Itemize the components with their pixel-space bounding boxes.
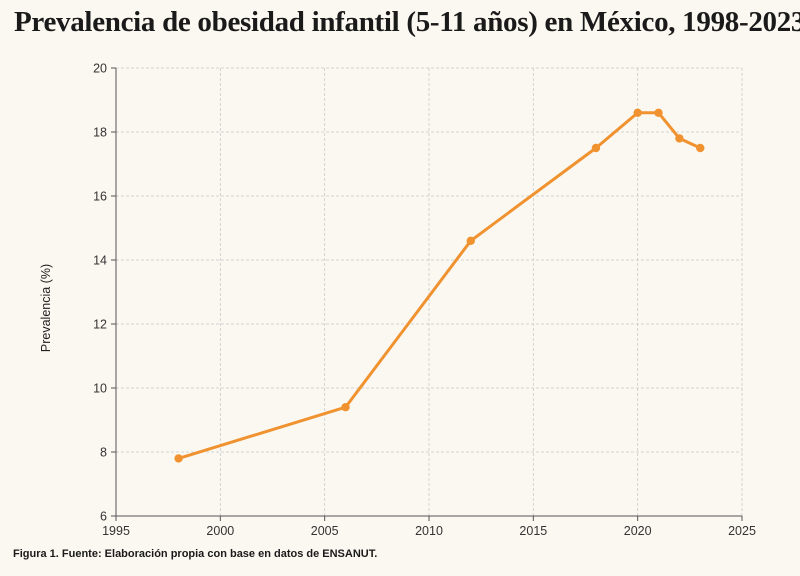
data-point — [654, 108, 663, 117]
y-tick-label: 8 — [100, 446, 107, 460]
y-tick-label: 10 — [93, 382, 107, 396]
chart-title: Prevalencia de obesidad infantil (5-11 a… — [14, 6, 800, 38]
y-tick-label: 12 — [93, 318, 107, 332]
x-tick-label: 2000 — [206, 524, 234, 538]
y-tick-label: 14 — [93, 254, 107, 268]
y-axis-label: Prevalencia (%) — [39, 264, 53, 352]
y-tick-label: 16 — [93, 190, 107, 204]
x-tick-label: 1995 — [102, 524, 130, 538]
data-point — [633, 108, 642, 117]
data-point — [466, 236, 475, 245]
data-point — [341, 403, 350, 412]
x-tick-label: 2020 — [624, 524, 652, 538]
line-chart: 6 8 10 12 14 16 18 20 1995 2000 2005 2010 2015 2020 20… — [39, 62, 756, 539]
y-tick-label: 6 — [100, 510, 107, 524]
x-tick-label: 2025 — [728, 524, 756, 538]
data-series — [174, 108, 705, 463]
x-tick-label: 2005 — [311, 524, 339, 538]
data-point — [675, 134, 684, 143]
y-tick-label: 18 — [93, 126, 107, 140]
x-tick-label: 2015 — [519, 524, 547, 538]
axes — [111, 67, 743, 521]
chart-area: 6 8 10 12 14 16 18 20 1995 2000 2005 2010 2015 2020 20… — [0, 50, 800, 548]
tick-labels: 6 8 10 12 14 16 18 20 1995 2000 2005 2010 2015 2020 20… — [93, 62, 756, 539]
data-point — [174, 454, 183, 463]
grid-lines — [115, 67, 743, 517]
series-line — [177, 111, 702, 460]
data-point — [696, 143, 705, 153]
figure-caption: Figura 1. Fuente: Elaboración propia con… — [13, 548, 378, 560]
data-point — [591, 143, 601, 153]
y-tick-label: 20 — [93, 62, 107, 76]
x-tick-label: 2010 — [415, 524, 443, 538]
